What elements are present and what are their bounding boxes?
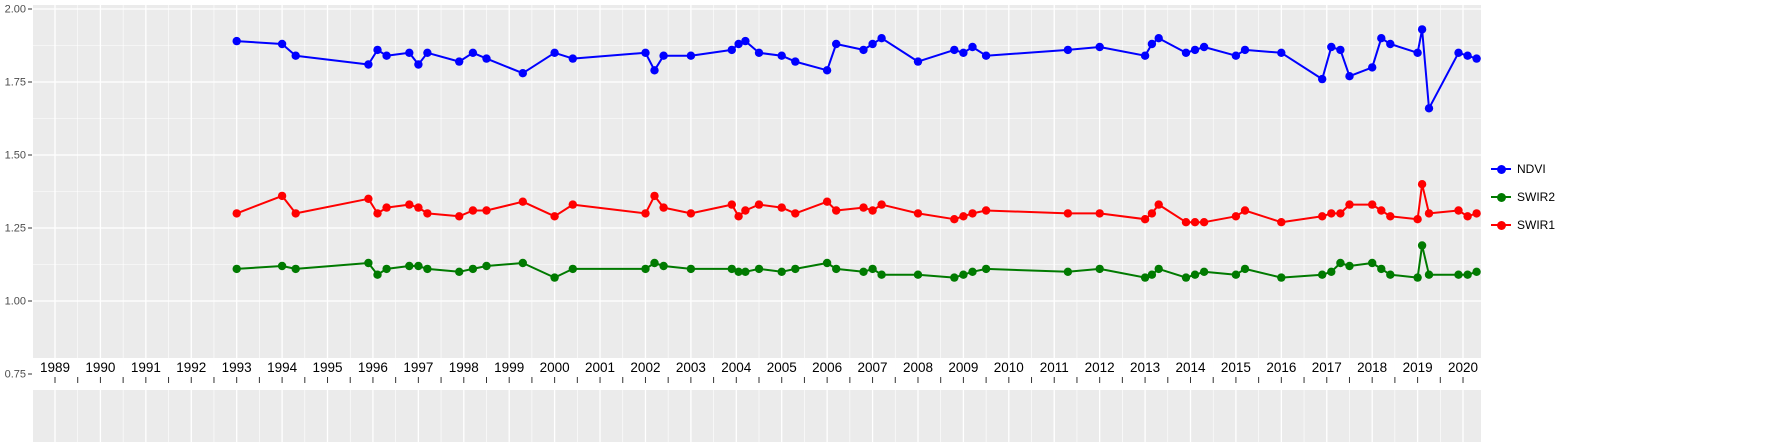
svg-text:1.50: 1.50 [5, 150, 26, 162]
plot-panel [33, 5, 1481, 358]
svg-text:1992: 1992 [176, 360, 206, 375]
legend-label-swir1: SWIR1 [1517, 218, 1556, 232]
svg-text:1.25: 1.25 [5, 223, 26, 235]
legend-key-swir1-icon [1490, 214, 1512, 236]
svg-text:2007: 2007 [858, 360, 888, 375]
svg-text:1993: 1993 [222, 360, 252, 375]
svg-text:2015: 2015 [1221, 360, 1251, 375]
svg-text:2.00: 2.00 [5, 4, 26, 16]
gridlines [33, 5, 1481, 442]
svg-text:1989: 1989 [40, 360, 70, 375]
svg-text:2013: 2013 [1130, 360, 1160, 375]
svg-text:2003: 2003 [676, 360, 706, 375]
svg-text:1991: 1991 [131, 360, 161, 375]
svg-text:1.75: 1.75 [5, 77, 26, 89]
svg-text:1999: 1999 [494, 360, 524, 375]
svg-text:2006: 2006 [812, 360, 842, 375]
series-swir2 [232, 241, 1481, 282]
svg-text:2008: 2008 [903, 360, 933, 375]
svg-text:2012: 2012 [1085, 360, 1115, 375]
svg-text:2020: 2020 [1448, 360, 1478, 375]
svg-text:2000: 2000 [540, 360, 570, 375]
series-ndvi [232, 25, 1481, 113]
svg-text:2011: 2011 [1040, 360, 1069, 375]
svg-text:1996: 1996 [358, 360, 388, 375]
legend-label-swir2: SWIR2 [1517, 190, 1556, 204]
svg-text:2017: 2017 [1312, 360, 1342, 375]
legend-key-ndvi-icon [1490, 158, 1512, 180]
svg-text:2002: 2002 [630, 360, 660, 375]
svg-text:2009: 2009 [948, 360, 978, 375]
svg-text:2010: 2010 [994, 360, 1024, 375]
svg-text:1.00: 1.00 [5, 296, 26, 308]
svg-text:2005: 2005 [767, 360, 797, 375]
svg-text:1994: 1994 [267, 360, 298, 375]
svg-text:2014: 2014 [1175, 360, 1206, 375]
svg-text:0.75: 0.75 [5, 369, 26, 381]
legend-item-swir1: SWIR1 [1490, 214, 1555, 236]
svg-text:2004: 2004 [721, 360, 752, 375]
svg-text:2018: 2018 [1357, 360, 1387, 375]
cropped-panel [33, 390, 1481, 442]
axis-labels: 2.00 1.75 1.50 1.25 1.00 0.75 1989 1990 1991 1992… [5, 4, 1478, 383]
svg-text:1995: 1995 [312, 360, 342, 375]
svg-text:2016: 2016 [1266, 360, 1296, 375]
svg-text:1990: 1990 [85, 360, 115, 375]
svg-text:1997: 1997 [403, 360, 433, 375]
legend-key-swir2-icon [1490, 186, 1512, 208]
series-swir1 [232, 180, 1481, 227]
svg-text:2019: 2019 [1403, 360, 1433, 375]
legend-item-ndvi: NDVI [1490, 158, 1555, 180]
legend-label-ndvi: NDVI [1517, 162, 1546, 176]
svg-text:2001: 2001 [585, 360, 615, 375]
svg-text:1998: 1998 [449, 360, 479, 375]
legend-item-swir2: SWIR2 [1490, 186, 1555, 208]
chart-legend: NDVI SWIR2 SWIR1 [1490, 158, 1555, 236]
